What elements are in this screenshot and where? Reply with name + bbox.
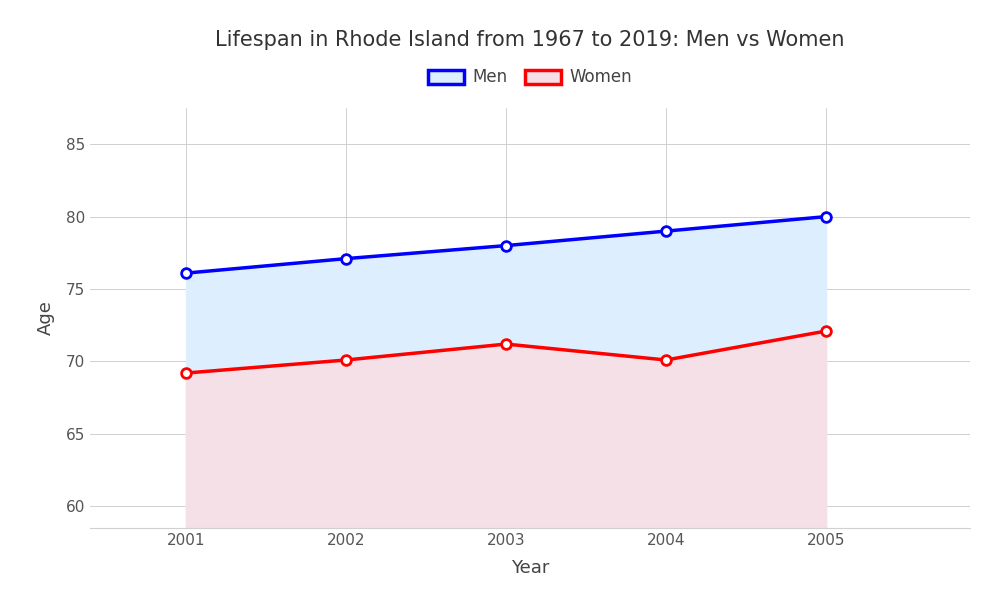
- Y-axis label: Age: Age: [37, 301, 55, 335]
- Legend: Men, Women: Men, Women: [421, 62, 639, 93]
- X-axis label: Year: Year: [511, 559, 549, 577]
- Title: Lifespan in Rhode Island from 1967 to 2019: Men vs Women: Lifespan in Rhode Island from 1967 to 20…: [215, 29, 845, 49]
